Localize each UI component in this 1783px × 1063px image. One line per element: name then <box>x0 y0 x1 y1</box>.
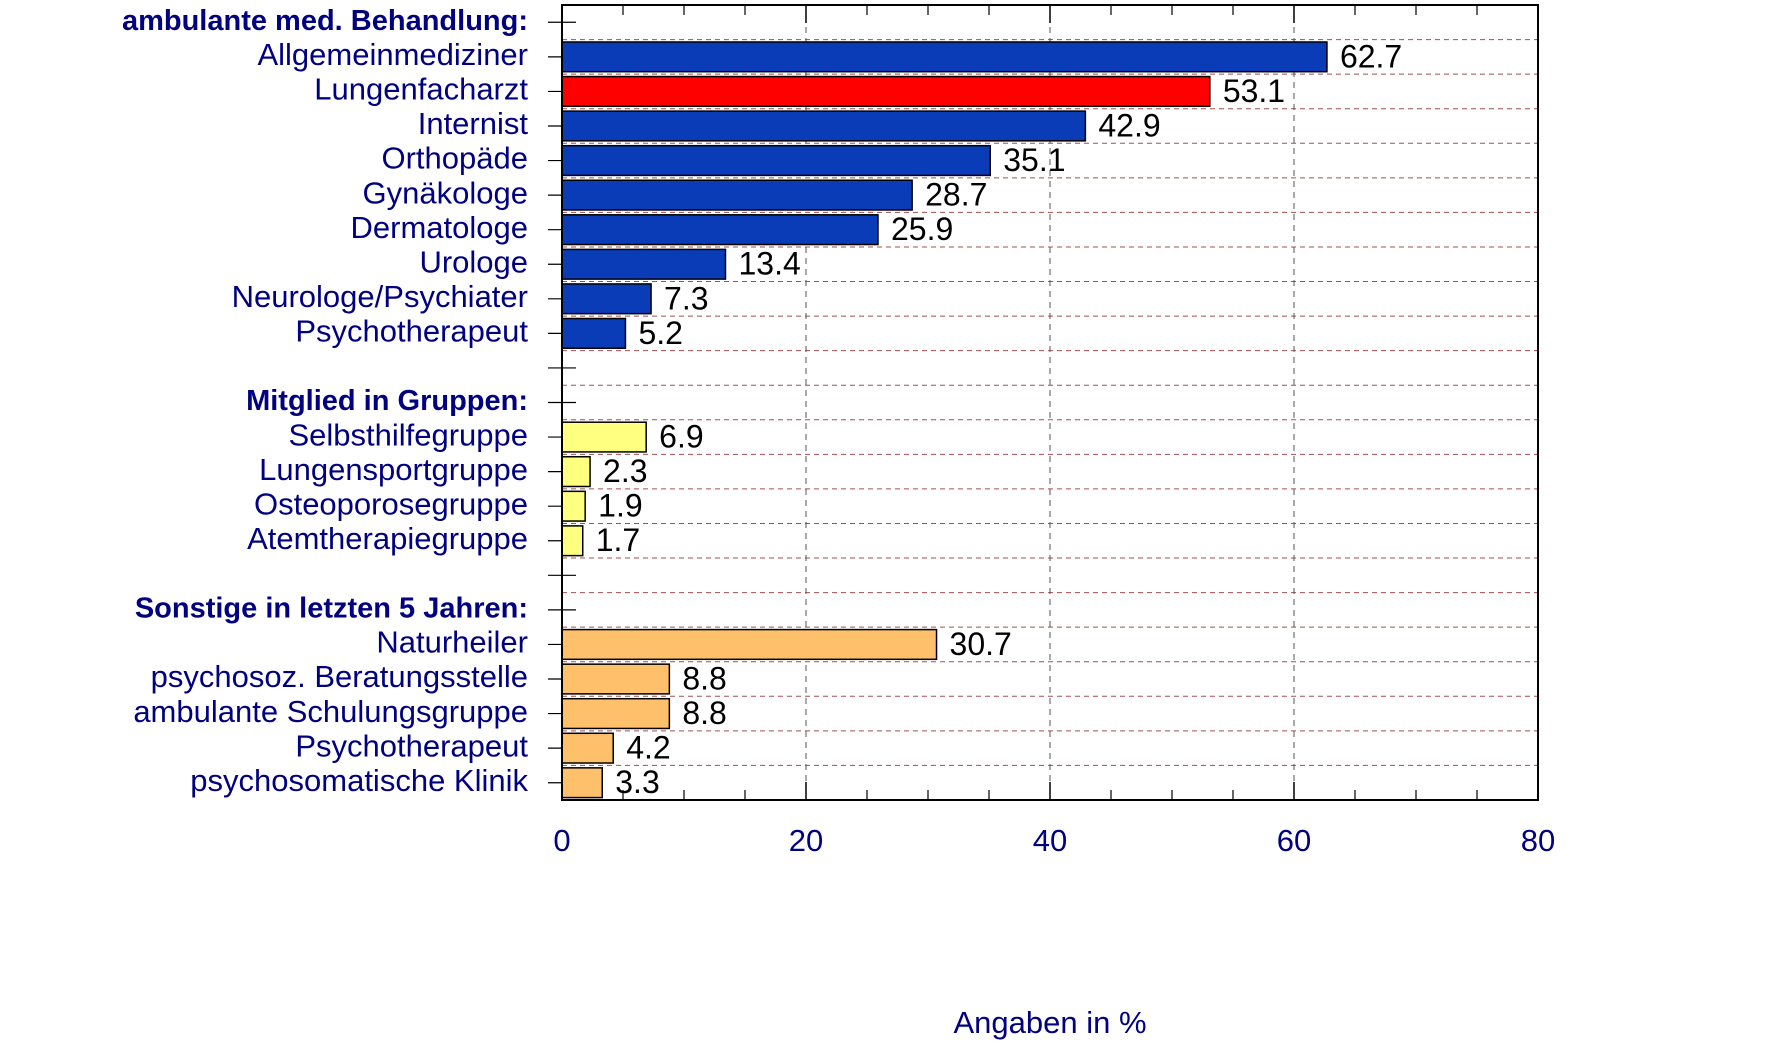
data-label: 30.7 <box>950 626 1012 662</box>
y-tick-label: Allgemeinmediziner <box>257 37 528 72</box>
bar <box>561 490 586 522</box>
y-tick-label: Dermatologe <box>351 210 528 245</box>
data-label: 13.4 <box>738 246 800 282</box>
y-tick-label: psychosoz. Beratungsstelle <box>151 659 528 694</box>
group-header: ambulante med. Behandlung: <box>122 5 528 37</box>
data-label: 1.9 <box>598 488 642 524</box>
bar <box>561 179 913 211</box>
bar <box>561 75 1211 108</box>
data-label: 62.7 <box>1340 38 1402 74</box>
y-tick-label: Selbsthilfegruppe <box>288 417 528 452</box>
bar <box>561 663 671 695</box>
y-tick-label: Lungensportgruppe <box>259 452 528 487</box>
y-tick-label: ambulante Schulungsgruppe <box>133 694 528 729</box>
bar <box>561 110 1087 142</box>
y-tick-label: psychosomatische Klinik <box>190 763 528 798</box>
y-tick-label: Gynäkologe <box>363 175 528 210</box>
plot-frame <box>561 4 1539 801</box>
bar <box>561 697 671 730</box>
y-tick-label: Naturheiler <box>376 625 528 660</box>
group-header: Mitglied in Gruppen: <box>246 385 528 417</box>
data-label: 25.9 <box>891 211 953 247</box>
data-label: 7.3 <box>664 280 708 316</box>
bar <box>561 248 727 280</box>
y-tick-label: Psychotherapeut <box>295 728 528 763</box>
y-tick-label: Osteoporosegruppe <box>254 486 528 521</box>
bar <box>561 421 647 453</box>
y-tick-label: Atemtherapiegruppe <box>247 521 528 556</box>
bar <box>561 525 584 557</box>
y-tick-label: Orthopäde <box>382 141 529 176</box>
x-tick-label: 80 <box>1521 823 1555 858</box>
data-label: 53.1 <box>1223 73 1285 109</box>
data-label: 35.1 <box>1003 142 1065 178</box>
data-label: 28.7 <box>925 177 987 213</box>
x-tick-label: 0 <box>553 823 570 858</box>
y-tick-label: Lungenfacharzt <box>314 72 528 107</box>
x-tick-label: 20 <box>789 823 823 858</box>
data-label: 6.9 <box>659 419 703 455</box>
group-header: Sonstige in letzten 5 Jahren: <box>135 593 528 625</box>
data-label: 1.7 <box>596 522 640 558</box>
bar <box>561 628 938 661</box>
data-label: 5.2 <box>638 315 682 351</box>
bar <box>561 214 879 246</box>
data-label: 42.9 <box>1098 107 1160 143</box>
bar <box>561 283 652 315</box>
bar <box>561 732 614 764</box>
bar <box>561 317 627 349</box>
data-label: 4.2 <box>626 730 670 766</box>
bar <box>561 144 991 177</box>
x-tick-label: 60 <box>1277 823 1311 858</box>
bar <box>561 767 604 799</box>
y-tick-label: Urologe <box>419 244 528 279</box>
bar <box>561 456 591 488</box>
data-label: 3.3 <box>615 764 659 800</box>
y-tick-label: Psychotherapeut <box>295 314 528 349</box>
x-tick-label: 40 <box>1033 823 1067 858</box>
data-label: 8.8 <box>682 695 726 731</box>
data-label: 2.3 <box>603 453 647 489</box>
y-tick-label: Internist <box>418 106 529 141</box>
data-label: 8.8 <box>682 660 726 696</box>
y-tick-label: Neurologe/Psychiater <box>232 279 528 314</box>
x-axis-label: Angaben in % <box>953 1005 1146 1040</box>
bar <box>561 41 1328 73</box>
